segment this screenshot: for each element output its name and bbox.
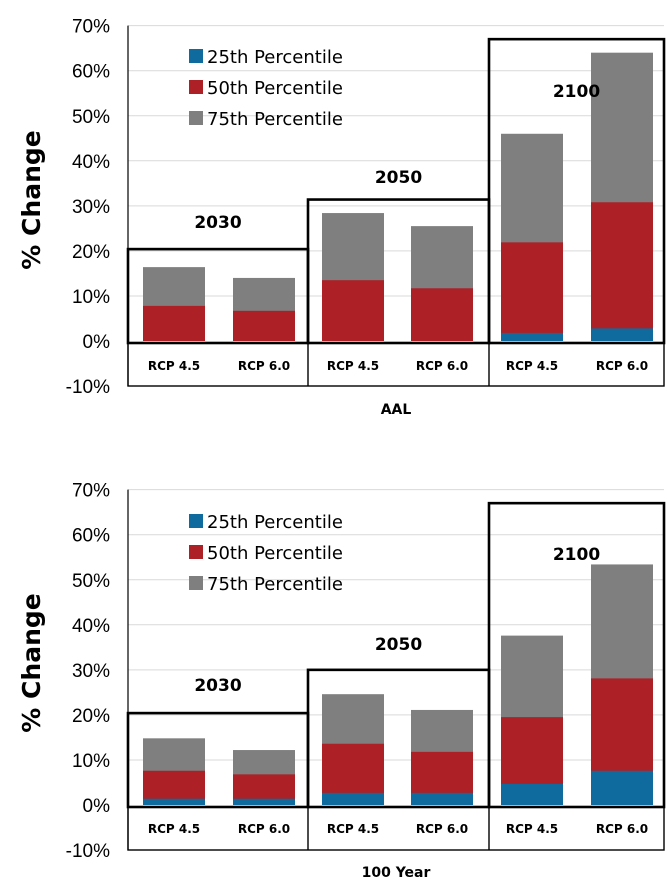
- x-tick-label: RCP 4.5: [327, 359, 379, 373]
- bar: [501, 332, 563, 341]
- legend-label: 75th Percentile: [207, 109, 343, 130]
- legend-swatch: [189, 514, 203, 528]
- bar: [591, 328, 653, 341]
- legend-swatch: [189, 576, 203, 590]
- legend-label: 25th Percentile: [207, 512, 343, 533]
- y-tick-label: -10%: [66, 377, 110, 398]
- bar: [411, 288, 473, 341]
- y-tick-label: 30%: [72, 661, 110, 682]
- y-tick-label: 20%: [72, 242, 110, 263]
- y-tick-label: 70%: [72, 17, 110, 38]
- y-tick-label: 0%: [83, 332, 111, 353]
- x-tick-label: RCP 6.0: [238, 359, 290, 373]
- group-label: 2050: [375, 168, 422, 188]
- group-label: 2030: [194, 213, 241, 233]
- bar: [322, 792, 384, 805]
- x-axis-label: AAL: [381, 402, 412, 418]
- chart-2: -10% 0% 10% 20% 30% 40% 50% 60% 70% % Change RCP 4…: [17, 481, 666, 881]
- y-tick-label: 10%: [72, 751, 110, 772]
- y-tick-label: 50%: [72, 571, 110, 592]
- x-axis-label: 100 Year: [362, 865, 431, 881]
- bar: [322, 280, 384, 341]
- y-tick-label: 0%: [83, 796, 111, 817]
- legend-swatch: [189, 111, 203, 125]
- bar: [501, 242, 563, 341]
- bar: [143, 305, 205, 341]
- bar: [501, 783, 563, 805]
- y-tick-label: -10%: [66, 841, 110, 862]
- bar: [591, 770, 653, 805]
- x-tick-label: RCP 6.0: [416, 822, 468, 836]
- y-tick-label: 10%: [72, 287, 110, 308]
- legend-swatch: [189, 80, 203, 94]
- legend-label: 50th Percentile: [207, 543, 343, 564]
- y-tick-label: 20%: [72, 706, 110, 727]
- bar: [143, 798, 205, 805]
- bar: [233, 798, 295, 805]
- x-tick-label: RCP 6.0: [238, 822, 290, 836]
- x-tick-label: RCP 6.0: [596, 822, 648, 836]
- legend-swatch: [189, 545, 203, 559]
- group-label: 2030: [194, 676, 241, 696]
- legend-label: 75th Percentile: [207, 574, 343, 595]
- legend-swatch: [189, 49, 203, 63]
- bar: [411, 792, 473, 805]
- y-tick-label: 70%: [72, 481, 110, 502]
- x-tick-label: RCP 6.0: [416, 359, 468, 373]
- legend-label: 25th Percentile: [207, 47, 343, 68]
- group-label: 2100: [553, 545, 600, 565]
- y-tick-label: 30%: [72, 197, 110, 218]
- bar: [233, 310, 295, 341]
- y-tick-label: 40%: [72, 616, 110, 637]
- group-box: [487, 501, 666, 809]
- group-label: 2050: [375, 635, 422, 655]
- y-tick-label: 50%: [72, 107, 110, 128]
- bar: [591, 202, 653, 341]
- y-tick-label: 60%: [72, 62, 110, 83]
- legend-label: 50th Percentile: [207, 78, 343, 99]
- y-axis-label: % Change: [17, 593, 46, 732]
- x-tick-label: RCP 4.5: [506, 359, 558, 373]
- x-tick-label: RCP 4.5: [327, 822, 379, 836]
- x-tick-label: RCP 4.5: [506, 822, 558, 836]
- x-tick-label: RCP 4.5: [148, 359, 200, 373]
- category-strip: [127, 806, 665, 851]
- x-tick-label: RCP 6.0: [596, 359, 648, 373]
- category-strip: [127, 342, 665, 387]
- chart-1: -10% 0% 10% 20% 30% 40% 50% 60% 70% % Change RCP 4…: [17, 17, 666, 418]
- y-axis-label: % Change: [17, 130, 46, 269]
- y-tick-label: 40%: [72, 152, 110, 173]
- group-label: 2100: [553, 82, 600, 102]
- y-tick-label: 60%: [72, 526, 110, 547]
- group-box: [487, 37, 666, 345]
- x-tick-label: RCP 4.5: [148, 822, 200, 836]
